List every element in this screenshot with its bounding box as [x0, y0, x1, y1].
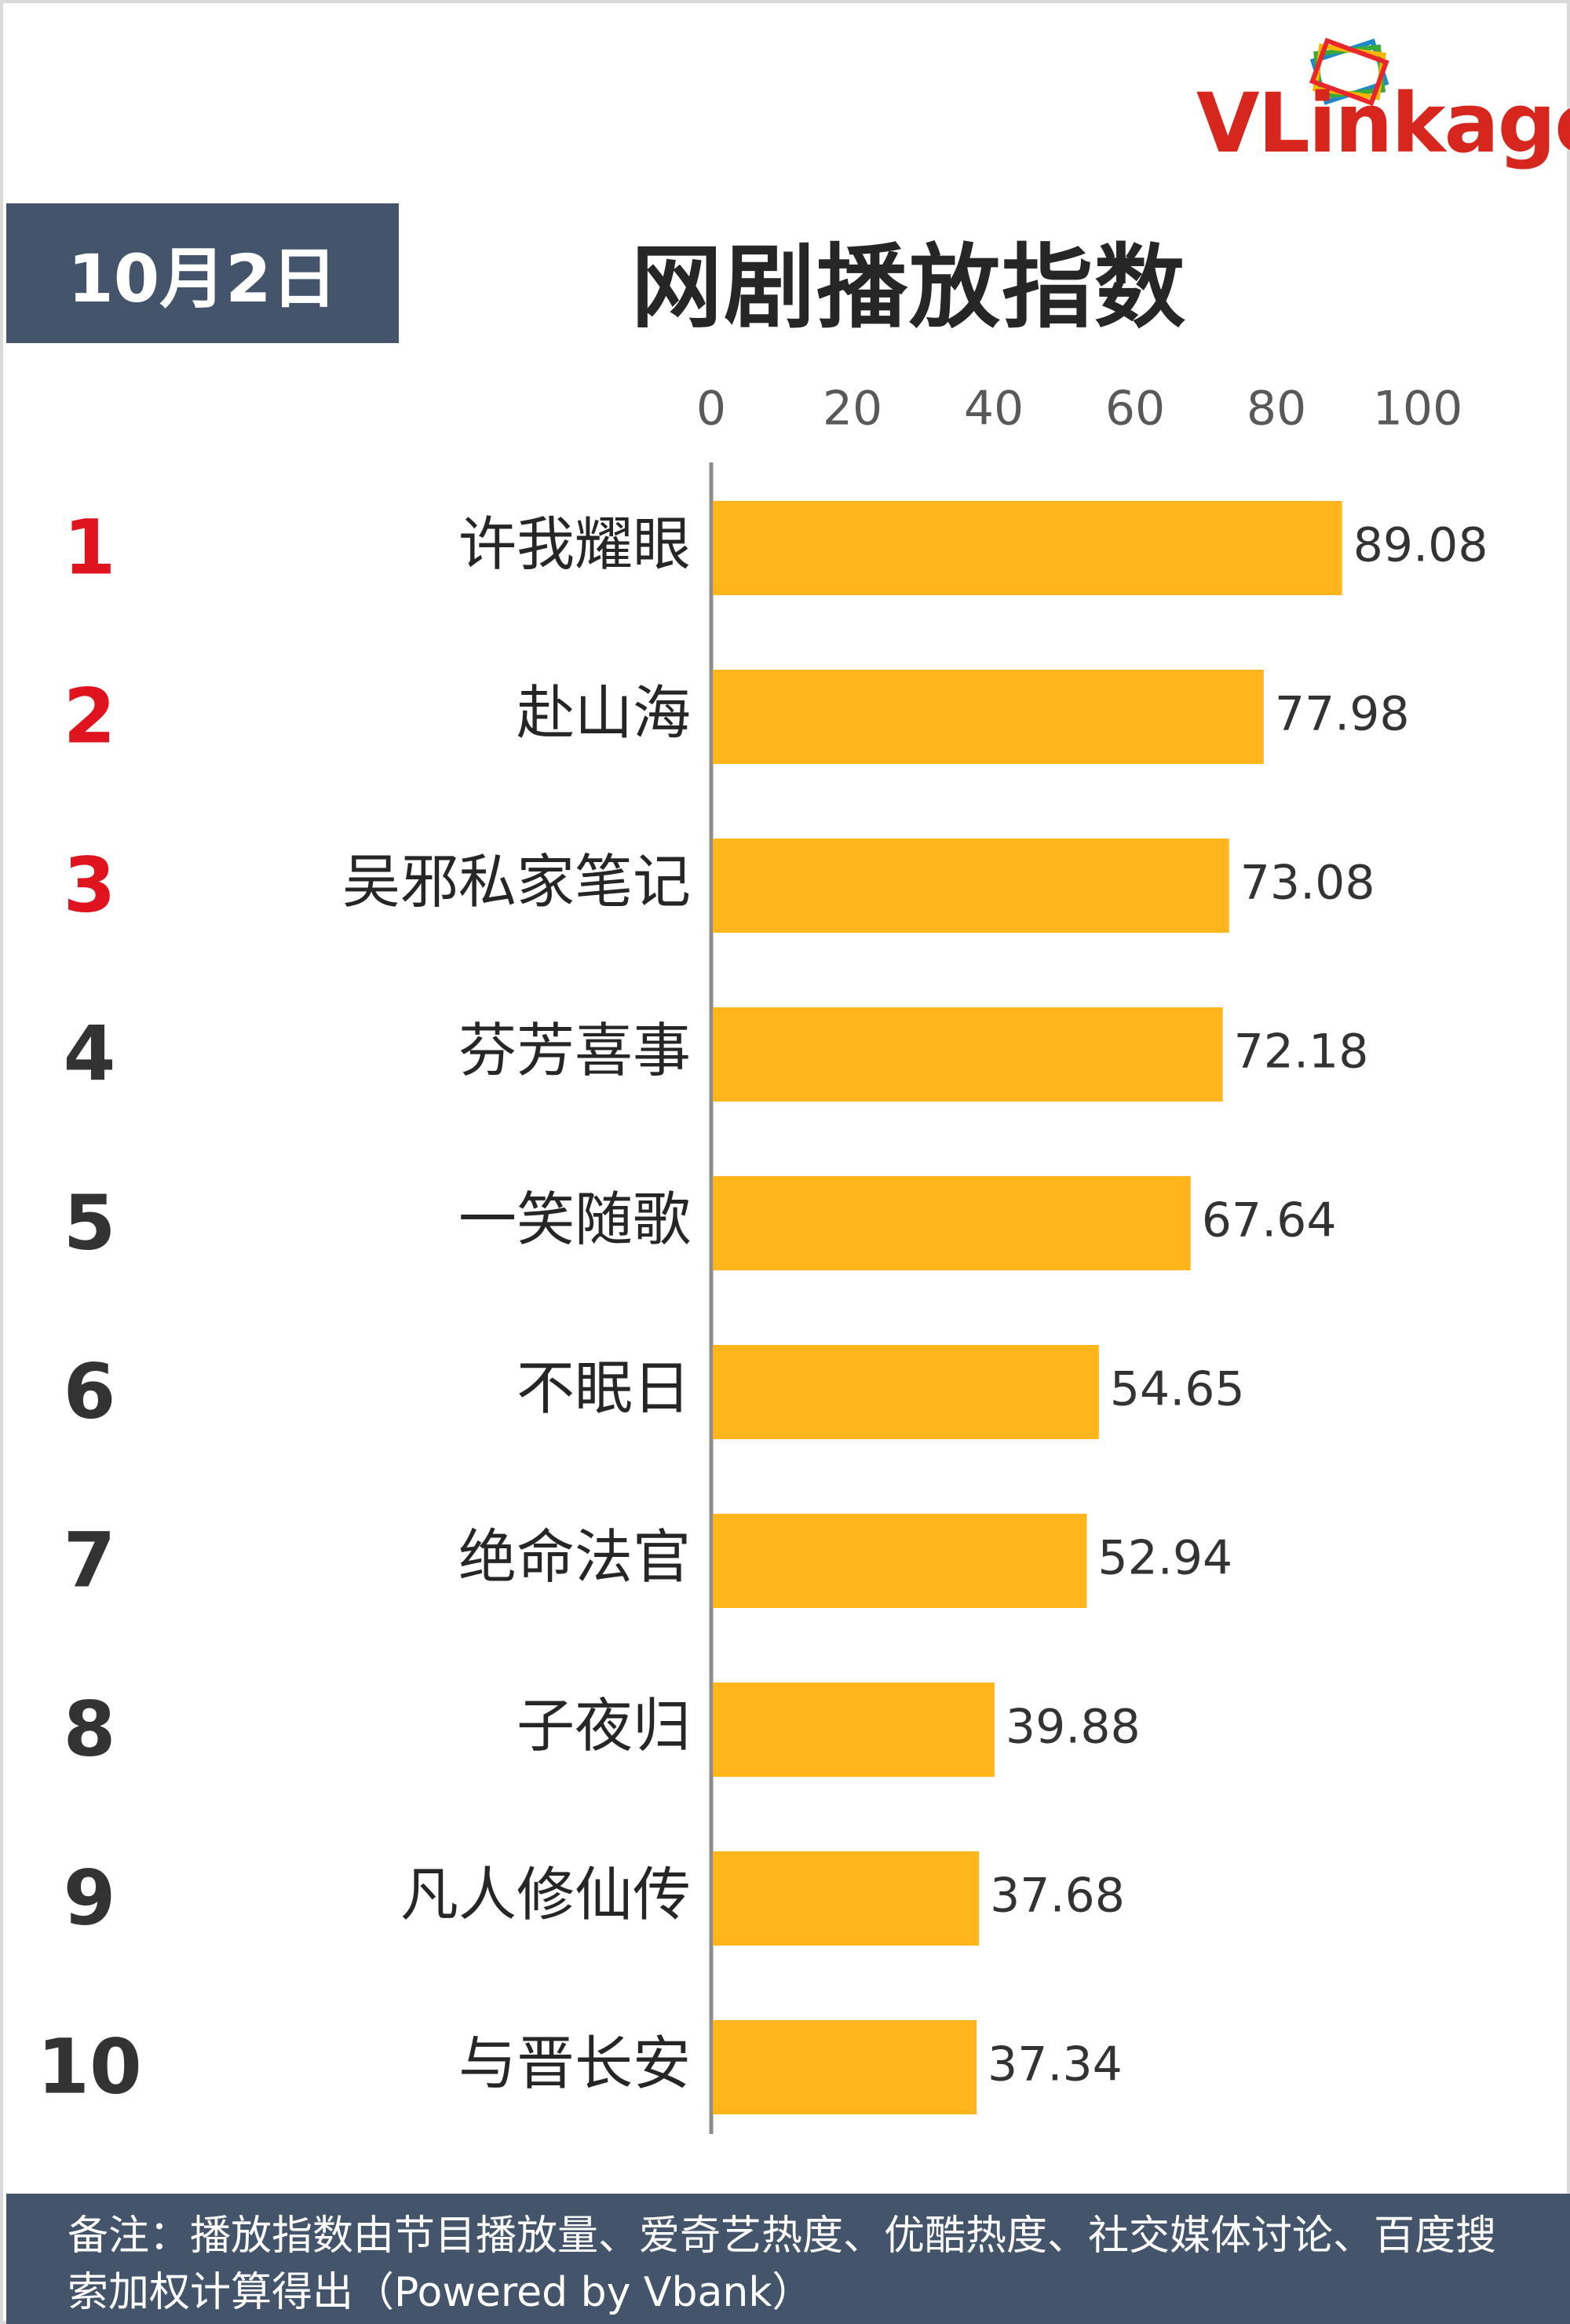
rank-label: 9	[64, 1854, 116, 1942]
category-label: 赴山海	[517, 680, 691, 747]
category-label: 一笑随歌	[458, 1186, 691, 1254]
value-label: 52.94	[1097, 1531, 1232, 1586]
x-tick-label: 40	[964, 382, 1024, 437]
x-axis-ticks: 0 20 40 60 80 100	[696, 382, 1462, 437]
rank-labels: 1 2 3 4 5 6 7 8 9 10	[37, 503, 142, 2110]
value-label: 72.18	[1234, 1025, 1369, 1080]
bar	[713, 2020, 977, 2114]
date-label: 10月2日	[6, 203, 399, 343]
bar	[713, 1345, 1099, 1439]
category-label: 吴邪私家笔记	[342, 849, 691, 916]
bars	[713, 501, 1342, 2114]
value-label: 67.64	[1202, 1193, 1337, 1248]
chart-title: 网剧播放指数	[631, 235, 1187, 341]
category-label: 与晋长安	[458, 2030, 691, 2098]
category-label: 绝命法官	[458, 1524, 691, 1591]
value-label: 37.34	[988, 2037, 1123, 2092]
category-label: 凡人修仙传	[400, 1862, 691, 1929]
rank-label: 5	[64, 1178, 116, 1266]
x-tick-label: 100	[1373, 382, 1463, 437]
category-label: 子夜归	[517, 1693, 691, 1760]
logo-text-vlink: VLink	[1196, 75, 1446, 171]
value-label: 39.88	[1006, 1700, 1141, 1755]
value-label: 89.08	[1353, 518, 1488, 573]
value-labels: 89.08 77.98 73.08 72.18 67.64 54.65 52.94 39.88…	[988, 518, 1488, 2092]
category-label: 芬芳喜事	[458, 1018, 691, 1085]
vlinkage-logo: VLinkage	[1196, 27, 1570, 176]
x-tick-label: 20	[823, 382, 882, 437]
x-tick-label: 60	[1105, 382, 1165, 437]
bar	[713, 501, 1342, 595]
bar	[713, 670, 1264, 764]
bar	[713, 1514, 1087, 1608]
x-tick-label: 0	[696, 382, 726, 437]
value-label: 73.08	[1240, 856, 1375, 911]
rank-label: 2	[64, 672, 116, 760]
category-label: 不眠日	[517, 1355, 691, 1423]
bar	[713, 839, 1229, 933]
rank-label: 7	[64, 1516, 116, 1604]
value-label: 37.68	[990, 1869, 1125, 1924]
bar	[713, 1007, 1223, 1102]
bar	[713, 1176, 1191, 1270]
rank-label: 10	[37, 2023, 142, 2110]
rank-label: 1	[64, 503, 116, 591]
logo-frames-icon	[1309, 38, 1389, 106]
rank-label: 4	[64, 1010, 116, 1098]
bar-chart: 0 20 40 60 80 100 89.0877.9873.0872.1867.6454…	[37, 382, 1488, 2134]
rank-label: 6	[64, 1347, 116, 1435]
bar	[713, 1851, 980, 1946]
x-tick-label: 80	[1247, 382, 1306, 437]
value-label: 77.98	[1275, 687, 1410, 742]
value-label: 54.65	[1110, 1362, 1245, 1417]
category-label: 许我耀眼	[458, 511, 691, 579]
bar	[713, 1683, 995, 1777]
logo-text-age: age	[1444, 75, 1570, 171]
rank-label: 3	[64, 841, 116, 929]
logo-wordmark: VLinkage	[1196, 75, 1570, 171]
footer-note: 备注：播放指数由节目播放量、爱奇艺热度、优酷热度、社交媒体讨论、百度搜索加权计算…	[6, 2194, 1570, 2324]
rank-label: 8	[64, 1685, 116, 1773]
